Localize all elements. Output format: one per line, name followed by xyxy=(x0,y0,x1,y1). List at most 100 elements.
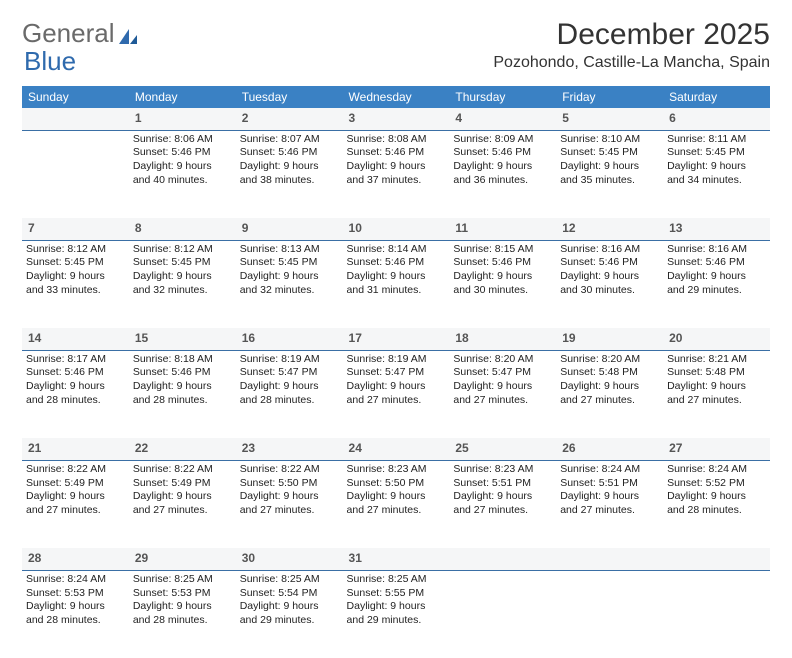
sunrise-text: Sunrise: 8:20 AM xyxy=(453,353,552,367)
sunrise-text: Sunrise: 8:20 AM xyxy=(560,353,659,367)
day-cell: Sunrise: 8:22 AMSunset: 5:49 PMDaylight:… xyxy=(22,460,129,548)
calendar-table: Sunday Monday Tuesday Wednesday Thursday… xyxy=(22,86,770,658)
day-cell: Sunrise: 8:10 AMSunset: 5:45 PMDaylight:… xyxy=(556,130,663,218)
daylight-text: Daylight: 9 hours and 27 minutes. xyxy=(26,490,125,517)
day-cell: Sunrise: 8:24 AMSunset: 5:51 PMDaylight:… xyxy=(556,460,663,548)
sunset-text: Sunset: 5:48 PM xyxy=(560,366,659,380)
sunset-text: Sunset: 5:45 PM xyxy=(133,256,232,270)
sunset-text: Sunset: 5:52 PM xyxy=(667,477,766,491)
sunset-text: Sunset: 5:47 PM xyxy=(240,366,339,380)
sunset-text: Sunset: 5:53 PM xyxy=(133,587,232,601)
logo: General xyxy=(22,18,139,49)
day-number: 21 xyxy=(22,438,129,460)
day-cell: Sunrise: 8:22 AMSunset: 5:49 PMDaylight:… xyxy=(129,460,236,548)
day-number: 14 xyxy=(22,328,129,350)
sunrise-text: Sunrise: 8:14 AM xyxy=(347,243,446,257)
day-cell xyxy=(449,570,556,658)
sunset-text: Sunset: 5:47 PM xyxy=(347,366,446,380)
weekday-friday: Friday xyxy=(556,86,663,108)
daylight-text: Daylight: 9 hours and 37 minutes. xyxy=(347,160,446,187)
day-number-row: 28293031 xyxy=(22,548,770,570)
sunrise-text: Sunrise: 8:25 AM xyxy=(347,573,446,587)
day-number: 8 xyxy=(129,218,236,240)
daylight-text: Daylight: 9 hours and 36 minutes. xyxy=(453,160,552,187)
daylight-text: Daylight: 9 hours and 27 minutes. xyxy=(347,490,446,517)
sunset-text: Sunset: 5:46 PM xyxy=(667,256,766,270)
day-cell: Sunrise: 8:13 AMSunset: 5:45 PMDaylight:… xyxy=(236,240,343,328)
day-cell: Sunrise: 8:15 AMSunset: 5:46 PMDaylight:… xyxy=(449,240,556,328)
day-number: 11 xyxy=(449,218,556,240)
sunrise-text: Sunrise: 8:07 AM xyxy=(240,133,339,147)
sunset-text: Sunset: 5:45 PM xyxy=(26,256,125,270)
sunset-text: Sunset: 5:45 PM xyxy=(560,146,659,160)
sunset-text: Sunset: 5:47 PM xyxy=(453,366,552,380)
location-subtitle: Pozohondo, Castille-La Mancha, Spain xyxy=(493,54,770,72)
day-number: 20 xyxy=(663,328,770,350)
sunset-text: Sunset: 5:49 PM xyxy=(26,477,125,491)
day-number xyxy=(22,108,129,130)
day-cell: Sunrise: 8:16 AMSunset: 5:46 PMDaylight:… xyxy=(663,240,770,328)
day-number-row: 14151617181920 xyxy=(22,328,770,350)
day-number: 22 xyxy=(129,438,236,460)
day-cell: Sunrise: 8:07 AMSunset: 5:46 PMDaylight:… xyxy=(236,130,343,218)
sunset-text: Sunset: 5:50 PM xyxy=(240,477,339,491)
day-number xyxy=(663,548,770,570)
sunrise-text: Sunrise: 8:24 AM xyxy=(26,573,125,587)
day-cell: Sunrise: 8:16 AMSunset: 5:46 PMDaylight:… xyxy=(556,240,663,328)
day-number: 10 xyxy=(343,218,450,240)
day-cell: Sunrise: 8:11 AMSunset: 5:45 PMDaylight:… xyxy=(663,130,770,218)
day-data-row: Sunrise: 8:17 AMSunset: 5:46 PMDaylight:… xyxy=(22,350,770,438)
logo-text-general: General xyxy=(22,18,115,49)
header: General December 2025 Pozohondo, Castill… xyxy=(22,18,770,72)
daylight-text: Daylight: 9 hours and 30 minutes. xyxy=(453,270,552,297)
day-number: 12 xyxy=(556,218,663,240)
sunset-text: Sunset: 5:48 PM xyxy=(667,366,766,380)
day-data-row: Sunrise: 8:12 AMSunset: 5:45 PMDaylight:… xyxy=(22,240,770,328)
sunset-text: Sunset: 5:55 PM xyxy=(347,587,446,601)
sunrise-text: Sunrise: 8:19 AM xyxy=(347,353,446,367)
daylight-text: Daylight: 9 hours and 31 minutes. xyxy=(347,270,446,297)
sunrise-text: Sunrise: 8:22 AM xyxy=(26,463,125,477)
day-number: 9 xyxy=(236,218,343,240)
sunset-text: Sunset: 5:46 PM xyxy=(347,256,446,270)
day-number: 2 xyxy=(236,108,343,130)
day-cell: Sunrise: 8:06 AMSunset: 5:46 PMDaylight:… xyxy=(129,130,236,218)
sunset-text: Sunset: 5:51 PM xyxy=(560,477,659,491)
day-number: 25 xyxy=(449,438,556,460)
day-number: 30 xyxy=(236,548,343,570)
daylight-text: Daylight: 9 hours and 27 minutes. xyxy=(667,380,766,407)
day-cell: Sunrise: 8:18 AMSunset: 5:46 PMDaylight:… xyxy=(129,350,236,438)
day-cell: Sunrise: 8:17 AMSunset: 5:46 PMDaylight:… xyxy=(22,350,129,438)
day-cell: Sunrise: 8:24 AMSunset: 5:53 PMDaylight:… xyxy=(22,570,129,658)
daylight-text: Daylight: 9 hours and 34 minutes. xyxy=(667,160,766,187)
sunset-text: Sunset: 5:45 PM xyxy=(240,256,339,270)
day-number: 13 xyxy=(663,218,770,240)
day-cell: Sunrise: 8:23 AMSunset: 5:51 PMDaylight:… xyxy=(449,460,556,548)
day-number: 31 xyxy=(343,548,450,570)
day-cell: Sunrise: 8:14 AMSunset: 5:46 PMDaylight:… xyxy=(343,240,450,328)
daylight-text: Daylight: 9 hours and 27 minutes. xyxy=(133,490,232,517)
day-cell: Sunrise: 8:20 AMSunset: 5:47 PMDaylight:… xyxy=(449,350,556,438)
sunrise-text: Sunrise: 8:21 AM xyxy=(667,353,766,367)
day-cell: Sunrise: 8:25 AMSunset: 5:55 PMDaylight:… xyxy=(343,570,450,658)
day-cell: Sunrise: 8:12 AMSunset: 5:45 PMDaylight:… xyxy=(129,240,236,328)
sunrise-text: Sunrise: 8:16 AM xyxy=(667,243,766,257)
day-number xyxy=(556,548,663,570)
day-data-row: Sunrise: 8:22 AMSunset: 5:49 PMDaylight:… xyxy=(22,460,770,548)
sunset-text: Sunset: 5:50 PM xyxy=(347,477,446,491)
month-title: December 2025 xyxy=(493,18,770,52)
sunset-text: Sunset: 5:45 PM xyxy=(667,146,766,160)
day-number: 23 xyxy=(236,438,343,460)
sunrise-text: Sunrise: 8:18 AM xyxy=(133,353,232,367)
day-cell xyxy=(663,570,770,658)
sunrise-text: Sunrise: 8:09 AM xyxy=(453,133,552,147)
sunrise-text: Sunrise: 8:22 AM xyxy=(240,463,339,477)
sunrise-text: Sunrise: 8:17 AM xyxy=(26,353,125,367)
sunrise-text: Sunrise: 8:19 AM xyxy=(240,353,339,367)
daylight-text: Daylight: 9 hours and 33 minutes. xyxy=(26,270,125,297)
daylight-text: Daylight: 9 hours and 27 minutes. xyxy=(453,490,552,517)
weekday-tuesday: Tuesday xyxy=(236,86,343,108)
day-data-row: Sunrise: 8:06 AMSunset: 5:46 PMDaylight:… xyxy=(22,130,770,218)
day-number-row: 21222324252627 xyxy=(22,438,770,460)
sunrise-text: Sunrise: 8:22 AM xyxy=(133,463,232,477)
